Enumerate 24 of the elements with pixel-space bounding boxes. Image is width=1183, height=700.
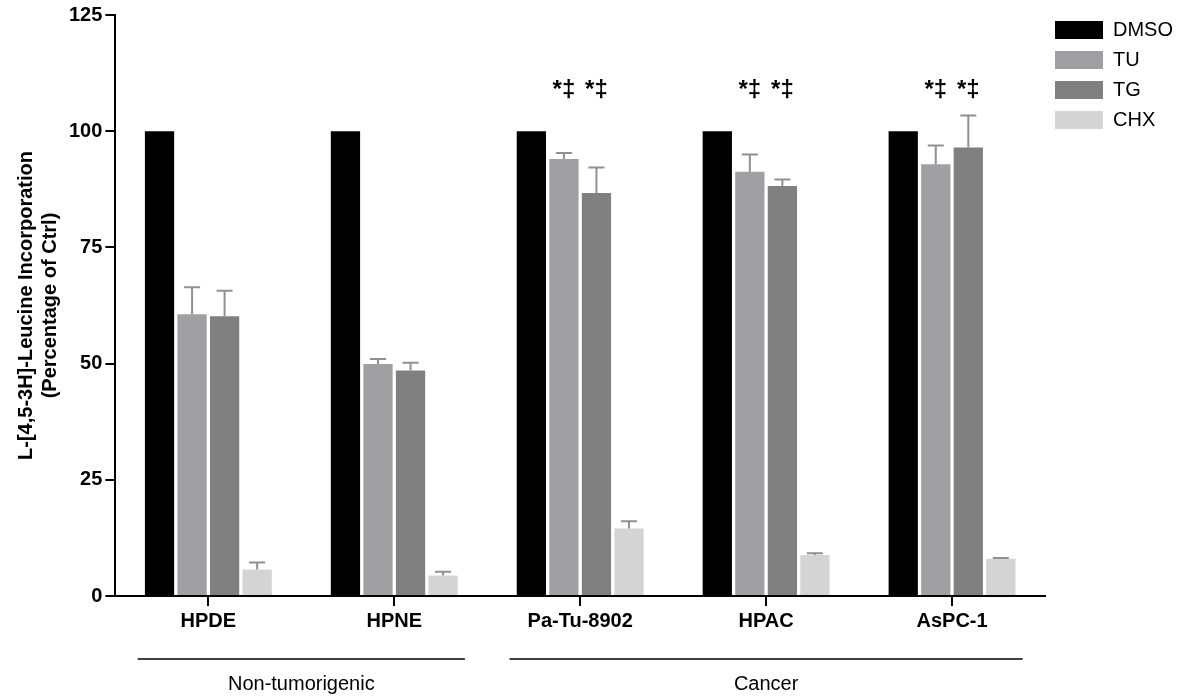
legend-label: TG	[1113, 77, 1141, 100]
x-tick-label: Pa-Tu-8902	[527, 608, 633, 631]
x-tick-label: HPDE	[180, 608, 237, 631]
x-tick-label: AsPC-1	[916, 608, 988, 631]
text: Non-tumorigenic	[227, 671, 375, 694]
annotation: *‡	[738, 75, 762, 103]
y-tick-label: 50	[80, 351, 103, 374]
legend-label: DMSO	[1113, 17, 1173, 40]
legend-label: CHX	[1113, 107, 1156, 130]
y-tick-label: 75	[80, 234, 103, 257]
legend-label: TU	[1113, 47, 1140, 70]
y-tick-label: 0	[91, 583, 103, 606]
annotation: *‡	[771, 75, 794, 103]
annotation: *‡	[552, 75, 576, 103]
text: Cancer	[733, 671, 799, 694]
x-tick-label: HPNE	[366, 608, 423, 631]
annotation: *‡	[924, 75, 948, 103]
y-tick-label: 100	[68, 118, 103, 141]
annotation: *‡	[956, 75, 980, 103]
y-tick-label: 125	[68, 2, 103, 25]
y-axis-title: L-[4,5-3H]-Leucine Incorporation (Percentage of Ctrl)	[13, 151, 60, 460]
x-tick-label: HPAC	[738, 608, 794, 631]
annotation: *‡	[585, 75, 608, 103]
y-tick-label: 25	[80, 467, 103, 490]
